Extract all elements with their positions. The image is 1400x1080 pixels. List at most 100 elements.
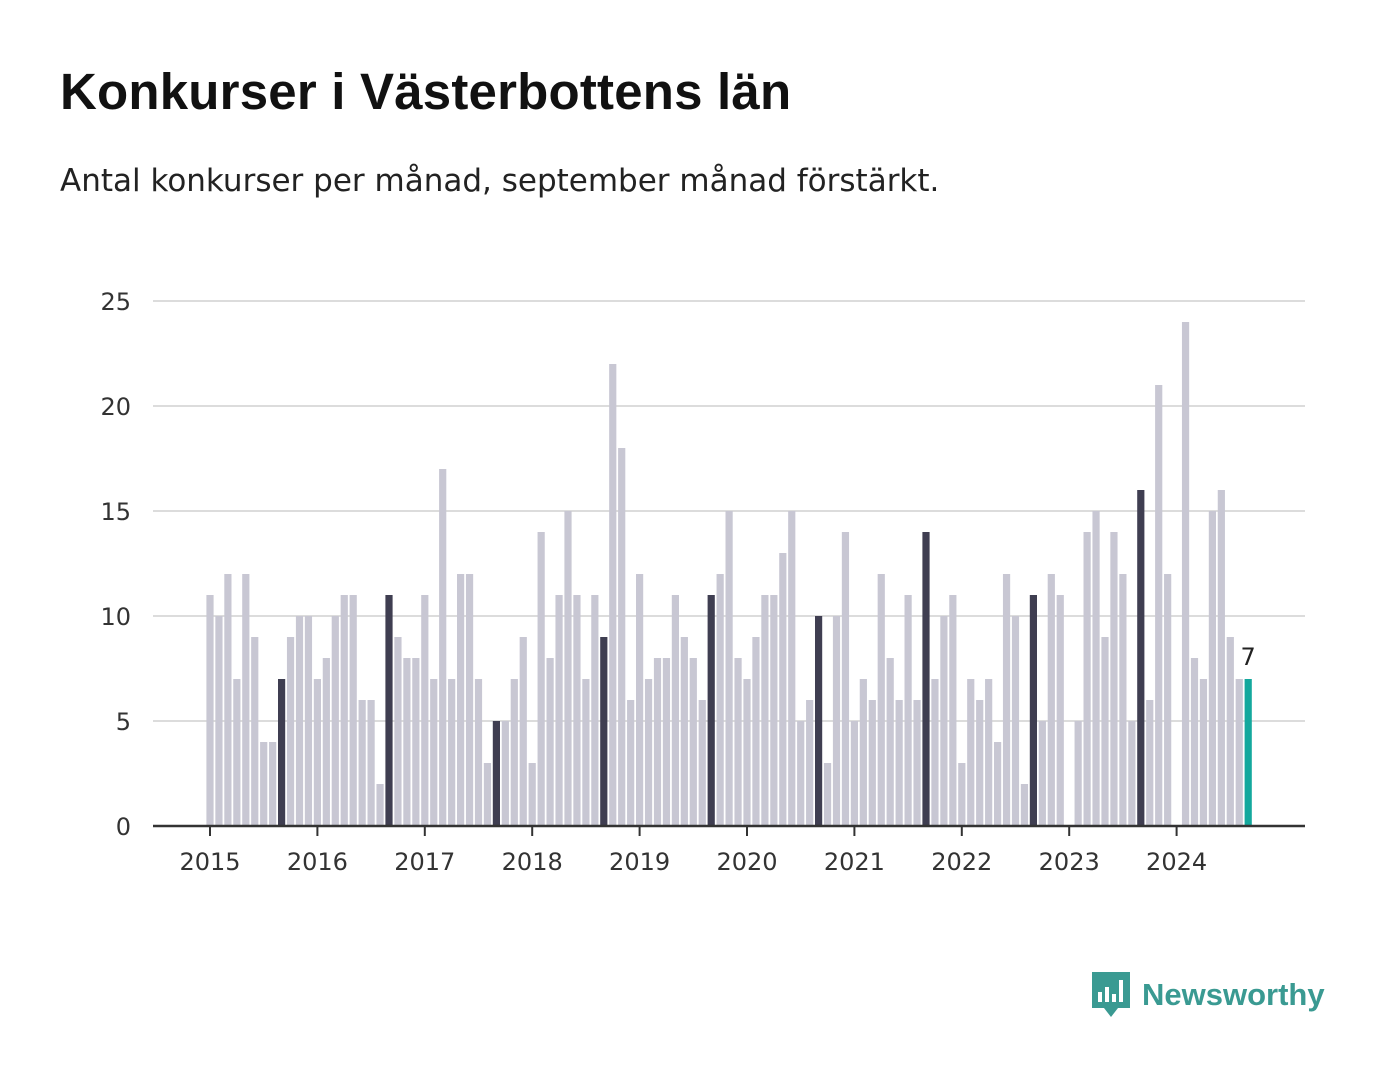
brand-name: Newsworthy — [1142, 977, 1325, 1012]
bar — [1190, 658, 1199, 826]
bar — [1226, 637, 1234, 826]
bar — [949, 595, 957, 826]
bar — [492, 721, 500, 826]
x-tick-label: 2019 — [609, 848, 670, 876]
bar — [662, 658, 671, 826]
bar — [430, 679, 438, 826]
y-tick-label: 0 — [116, 813, 131, 841]
bar — [573, 595, 581, 826]
bar — [779, 553, 787, 826]
bar — [251, 637, 259, 826]
x-tick-label: 2018 — [502, 848, 563, 876]
bar — [725, 511, 733, 826]
bar — [1128, 721, 1136, 826]
x-tick-label: 2017 — [394, 848, 455, 876]
bar — [1235, 679, 1243, 826]
bar — [278, 679, 286, 826]
bar — [1137, 490, 1145, 826]
bar — [537, 532, 545, 826]
bar — [1110, 532, 1118, 826]
bar — [859, 679, 867, 826]
y-tick-label: 10 — [100, 603, 131, 631]
bar — [376, 784, 384, 826]
bar — [1047, 574, 1055, 826]
latest-value-label: 7 — [1241, 643, 1256, 671]
bar — [618, 448, 626, 826]
bar — [752, 637, 760, 826]
bar — [904, 595, 912, 826]
bar — [421, 595, 429, 826]
bar-chart-icon — [1092, 972, 1130, 1017]
bar — [600, 637, 608, 826]
bar — [788, 511, 796, 826]
newsworthy-logo: Newsworthy — [1090, 970, 1325, 1020]
bar — [797, 721, 805, 826]
y-tick-label: 15 — [100, 498, 131, 526]
bar — [653, 658, 662, 826]
bar — [1181, 322, 1190, 826]
bar — [1119, 574, 1127, 826]
bar — [913, 700, 921, 826]
bar — [922, 532, 930, 826]
bar — [958, 763, 966, 826]
bar — [1208, 511, 1216, 826]
x-tick-label: 2015 — [179, 848, 240, 876]
x-tick-label: 2024 — [1146, 848, 1207, 876]
bar — [403, 658, 411, 826]
chart-title: Konkurser i Västerbottens län — [60, 63, 792, 120]
bar — [591, 595, 599, 826]
bar — [260, 742, 268, 826]
bar — [976, 700, 984, 826]
bar — [448, 679, 456, 826]
bar — [895, 700, 903, 826]
bar — [1074, 721, 1082, 826]
bar — [671, 595, 679, 826]
bar — [349, 595, 357, 826]
bar — [689, 658, 697, 826]
bar — [931, 679, 939, 826]
bar — [313, 679, 321, 826]
bar — [304, 616, 313, 826]
bar — [823, 763, 832, 826]
bar — [707, 595, 715, 826]
bar — [877, 574, 885, 826]
x-tick-label: 2020 — [716, 848, 777, 876]
bar — [761, 595, 769, 826]
bar — [743, 679, 751, 826]
bar — [832, 616, 841, 826]
bar — [394, 637, 402, 826]
bar — [233, 679, 241, 826]
bar — [1002, 574, 1011, 826]
bar — [1146, 700, 1154, 826]
chart-subtitle: Antal konkurser per månad, september mån… — [60, 163, 940, 199]
bar — [1092, 511, 1100, 826]
bar — [1101, 637, 1109, 826]
bar — [439, 469, 447, 826]
bar — [385, 595, 393, 826]
bar — [698, 700, 706, 826]
x-tick-label: 2021 — [824, 848, 885, 876]
bar — [528, 763, 536, 826]
bar — [286, 637, 295, 826]
bar — [680, 637, 688, 826]
bar — [841, 532, 850, 826]
bar — [412, 658, 420, 826]
bar — [636, 574, 644, 826]
y-tick-label: 20 — [100, 393, 131, 421]
bar — [546, 658, 554, 826]
bar — [886, 658, 894, 826]
bar — [295, 616, 304, 826]
bar — [644, 679, 653, 826]
bar — [1038, 721, 1046, 826]
bar — [1020, 784, 1029, 826]
bar — [555, 595, 563, 826]
bar — [474, 679, 483, 826]
bar — [1244, 679, 1252, 826]
bar — [519, 637, 527, 826]
bar — [627, 700, 635, 826]
y-tick-label: 25 — [100, 288, 131, 316]
bar — [985, 679, 993, 826]
bar — [510, 679, 518, 826]
bar — [1056, 595, 1064, 826]
